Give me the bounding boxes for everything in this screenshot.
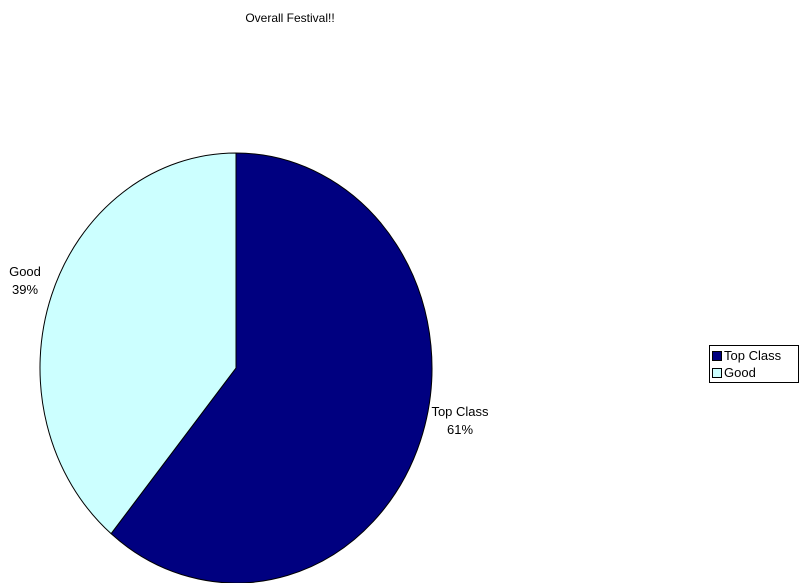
legend-item-good: Good xyxy=(712,364,796,381)
pie-slice-top-class xyxy=(110,152,433,583)
pie-slice-good xyxy=(39,152,237,535)
data-label-top-class-name: Top Class xyxy=(431,404,489,419)
legend-item-top-class: Top Class xyxy=(712,347,796,364)
legend-swatch-good xyxy=(712,367,722,378)
data-label-good-name: Good xyxy=(9,264,41,279)
chart-title: Overall Festival!! xyxy=(245,11,335,25)
data-label-top-class: Top Class 61% xyxy=(420,403,500,439)
data-label-good-value: 39% xyxy=(11,282,39,297)
data-label-top-class-value: 61% xyxy=(446,422,474,437)
data-label-good: Good 39% xyxy=(4,263,46,299)
legend-swatch-top-class xyxy=(712,350,722,361)
legend: Top Class Good xyxy=(709,345,799,383)
legend-label-good: Good xyxy=(724,365,756,380)
legend-label-top-class: Top Class xyxy=(724,348,782,363)
